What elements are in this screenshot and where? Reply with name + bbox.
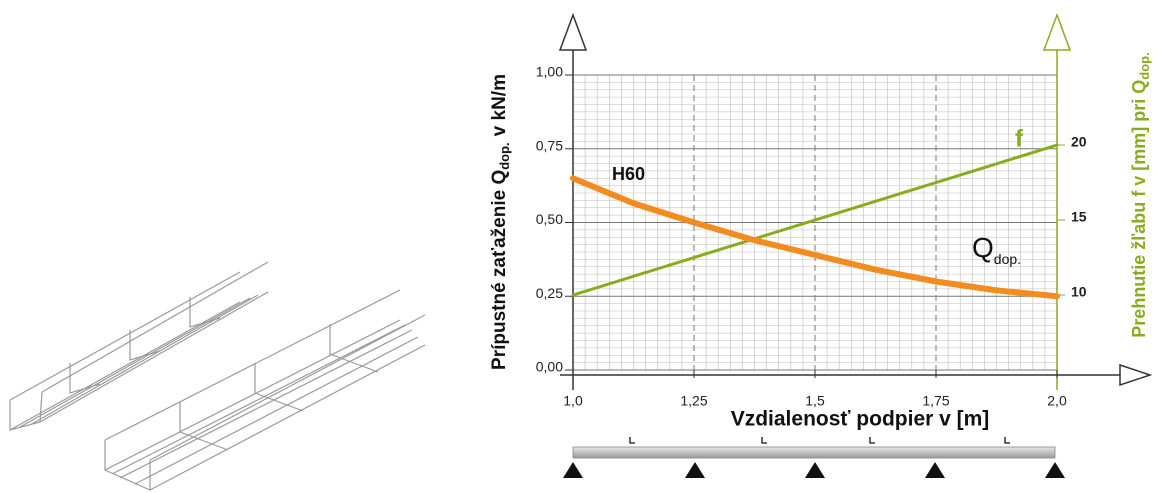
annotation: H60 (612, 164, 645, 184)
axes (558, 12, 1153, 390)
y2-axis-label-main: Prehnutie žľabu f v [mm] pri Q (1129, 80, 1149, 338)
series-line (571, 143, 1059, 297)
y-axis-label: Prípustné zaťaženie Qdop. v kN/m (489, 74, 512, 370)
x-tick-label: 1,75 (922, 393, 949, 409)
y-tick-label: 0,25 (536, 285, 563, 301)
y-tick-label: 0,75 (536, 137, 563, 153)
x-tick-label: 1,25 (680, 393, 707, 409)
y-axis-label-sub: dop. (497, 142, 512, 169)
beam-diagram (563, 437, 1065, 478)
y2-axis-label-sub: dop. (1137, 52, 1152, 79)
series-label-sub: dop. (994, 251, 1021, 267)
y-axis-label-main: Prípustné zaťaženie Q (489, 170, 510, 370)
x-tick-label: 2,0 (1047, 393, 1067, 409)
product-image (9, 261, 426, 491)
series-label-name: Q (972, 232, 994, 263)
plot-area (572, 74, 1058, 371)
y2-tick-label: 20 (1071, 134, 1087, 150)
x-axis-label: Vzdialenosť podpier v [m] (731, 408, 990, 431)
y-tick-label: 0,50 (536, 211, 563, 227)
x-tick-label: 1,0 (563, 393, 583, 409)
y-tick-label: 1,00 (536, 64, 563, 80)
series-label: Qdop. (972, 232, 1021, 266)
y-tick-label: 0,00 (536, 359, 563, 375)
y-axis-label-unit: v kN/m (489, 74, 510, 136)
series-label: f (1015, 125, 1024, 152)
y2-tick-label: 15 (1071, 209, 1087, 225)
y2-axis-label: Prehnutie žľabu f v [mm] pri Qdop. (1129, 52, 1153, 337)
series-line (570, 175, 1060, 300)
y2-tick-label: 10 (1071, 284, 1087, 300)
x-tick-label: 1,5 (805, 393, 825, 409)
